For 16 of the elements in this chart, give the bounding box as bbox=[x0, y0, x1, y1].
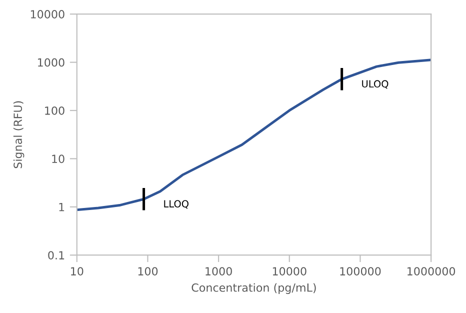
x-tick-label: 1000000 bbox=[408, 267, 456, 276]
y-tick-label: 10 bbox=[52, 154, 64, 164]
annotation: LLOQ bbox=[164, 200, 188, 209]
x-tick-label: 10 bbox=[71, 267, 84, 276]
x-tick-label: 1000 bbox=[206, 267, 232, 276]
y-tick-label: 0.1 bbox=[48, 251, 64, 260]
annotation: ULOQ bbox=[362, 80, 388, 89]
x-tick-label: 100 bbox=[138, 267, 158, 276]
x-tick-label: 100000 bbox=[340, 267, 381, 276]
y-tick-label: 10000 bbox=[30, 10, 64, 18]
y-axis-title: Signal (RFU) bbox=[13, 101, 24, 168]
x-tick-label: 10000 bbox=[272, 267, 306, 276]
x-axis-title: Concentration (pg/mL) bbox=[192, 283, 316, 294]
y-tick-label: 100 bbox=[45, 106, 64, 115]
y-tick-label: 1000 bbox=[38, 58, 64, 67]
y-tick-label: 1 bbox=[59, 203, 64, 212]
